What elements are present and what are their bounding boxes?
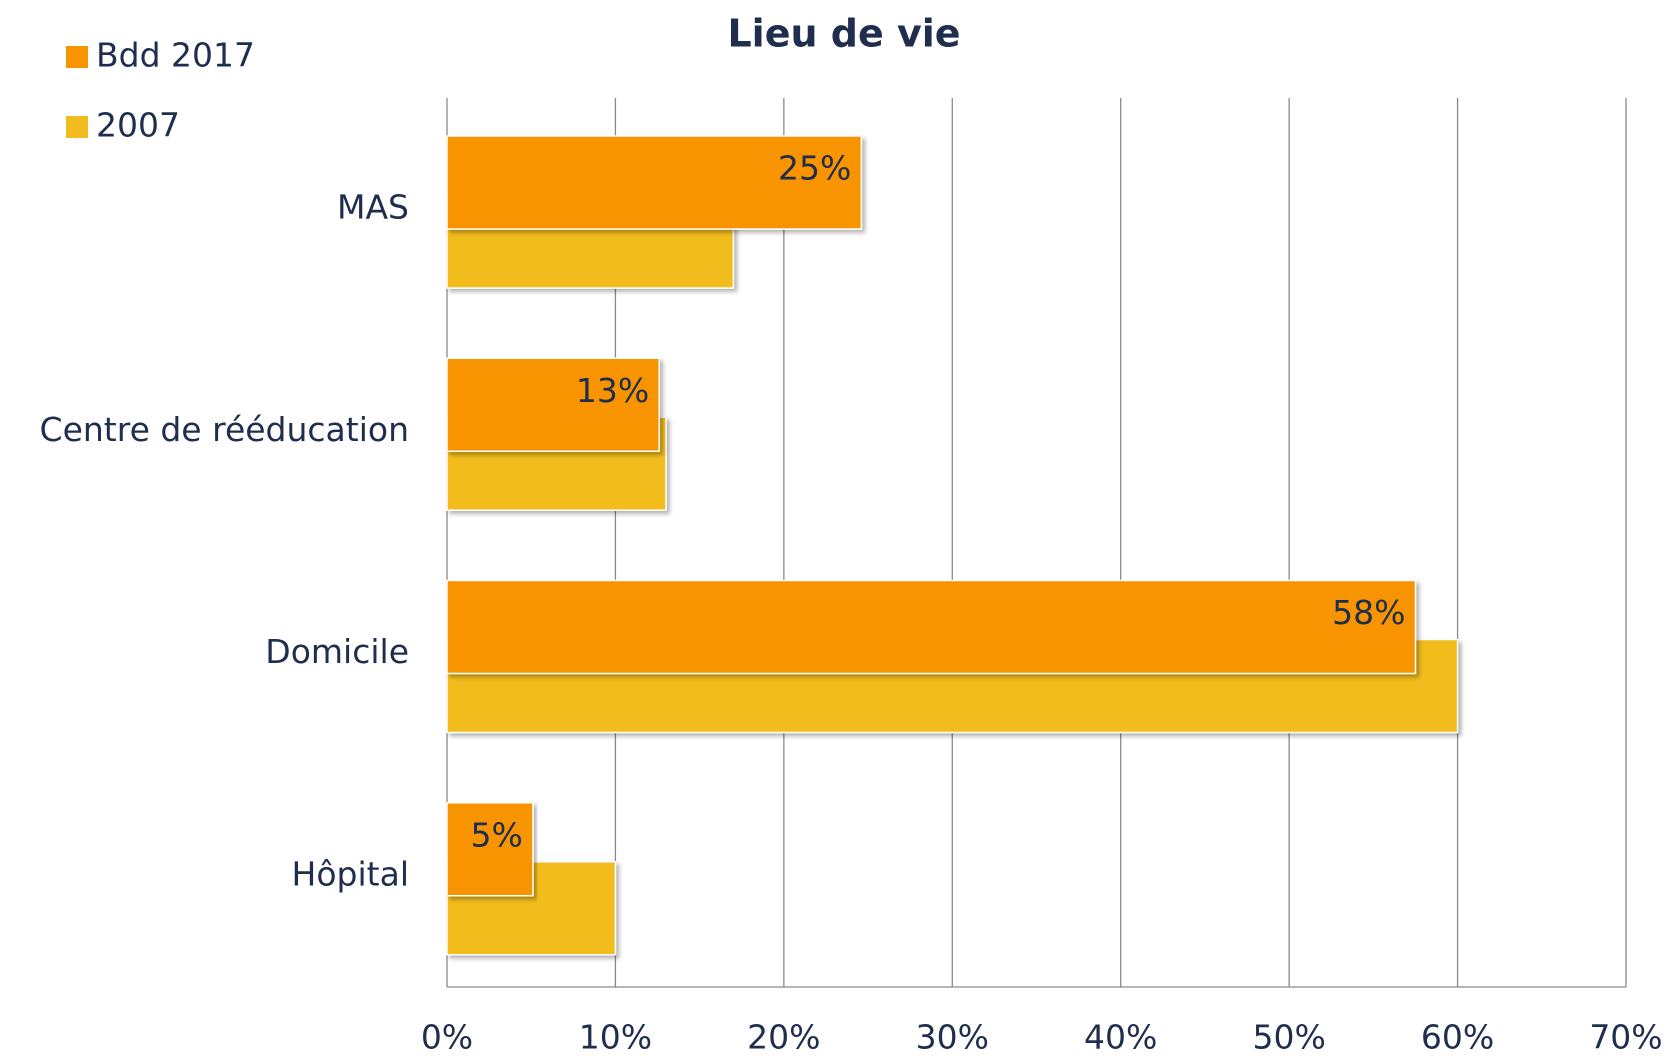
x-tick-label: 60% xyxy=(1421,1018,1494,1057)
x-tick-label: 20% xyxy=(747,1018,820,1057)
x-tick-label: 0% xyxy=(421,1018,473,1057)
legend-label: Bdd 2017 xyxy=(96,36,255,75)
data-label: 58% xyxy=(1332,593,1405,632)
x-tick-label: 70% xyxy=(1589,1018,1662,1057)
x-tick-label: 40% xyxy=(1084,1018,1157,1057)
data-label: 13% xyxy=(576,371,649,410)
bar xyxy=(446,135,863,230)
data-label: 25% xyxy=(778,149,851,188)
bar xyxy=(446,357,660,452)
data-label: 5% xyxy=(471,815,523,854)
bar xyxy=(446,802,534,897)
y-tick-label: Domicile xyxy=(265,632,409,671)
legend-label: 2007 xyxy=(96,106,180,145)
chart-title: Lieu de vie xyxy=(727,12,960,56)
legend-swatch xyxy=(66,116,88,138)
y-tick-label: MAS xyxy=(337,188,409,227)
legend-swatch xyxy=(66,46,88,68)
x-tick-label: 10% xyxy=(579,1018,652,1057)
y-tick-label: Centre de rééducation xyxy=(40,410,409,449)
x-tick-label: 50% xyxy=(1252,1018,1325,1057)
bar xyxy=(446,579,1417,675)
y-tick-label: Hôpital xyxy=(292,854,409,893)
x-tick-label: 30% xyxy=(916,1018,989,1057)
